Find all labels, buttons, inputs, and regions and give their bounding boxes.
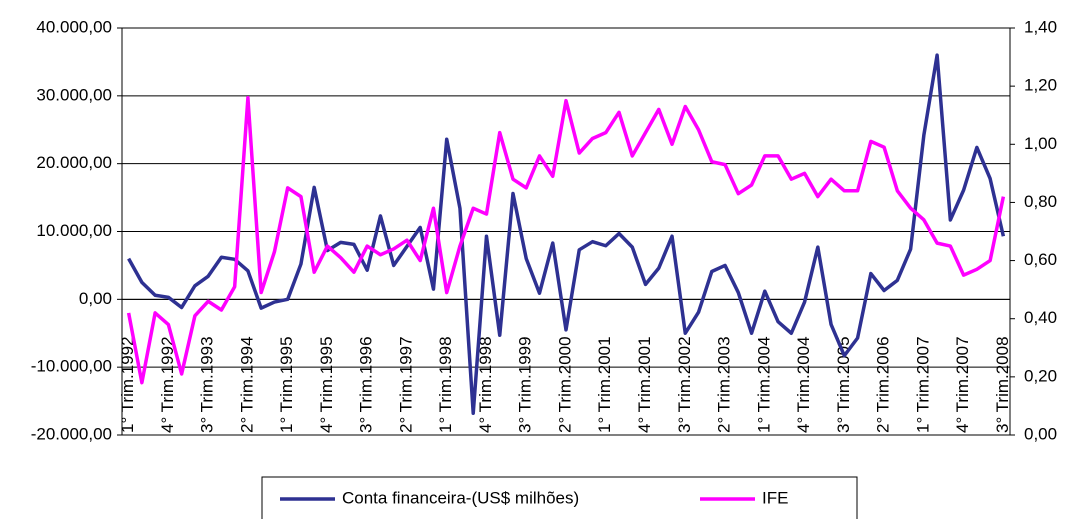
legend-label: IFE — [762, 488, 788, 507]
x-tick-label: 3° Trim.1993 — [198, 336, 217, 433]
x-tick-label: 4° Trim.2007 — [953, 336, 972, 433]
x-tick-label: 2° Trim.2006 — [874, 336, 893, 433]
x-tick-label: 4° Trim.1998 — [476, 336, 495, 433]
y-tick-label: 30.000,00 — [36, 85, 112, 104]
y2-tick-label: 1,40 — [1024, 17, 1057, 36]
y-tick-label: -20.000,00 — [31, 424, 112, 443]
y-tick-label: -10.000,00 — [31, 357, 112, 376]
x-tick-label: 1° Trim.1992 — [118, 336, 137, 433]
y-tick-label: 40.000,00 — [36, 17, 112, 36]
legend-box — [261, 476, 858, 519]
x-tick-label: 1° Trim.2001 — [595, 336, 614, 433]
line-series — [126, 96, 1006, 385]
x-tick-label: 1° Trim.1995 — [277, 336, 296, 433]
x-tick-label: 1° Trim.2004 — [754, 336, 773, 433]
x-tick-label: 1° Trim.1998 — [436, 336, 455, 433]
y-tick-label: 20.000,00 — [36, 153, 112, 172]
y2-tick-label: 1,20 — [1024, 76, 1057, 95]
x-tick-label: 1° Trim.2007 — [913, 336, 932, 433]
x-tick-label: 3° Trim.2005 — [834, 336, 853, 433]
x-tick-label: 4° Trim.2001 — [635, 336, 654, 433]
y2-tick-label: 0,80 — [1024, 192, 1057, 211]
x-tick-label: 2° Trim.1997 — [396, 336, 415, 433]
x-tick-label: 2° Trim.1994 — [237, 336, 256, 433]
y-tick-label: 10.000,00 — [36, 221, 112, 240]
line-series — [127, 53, 1006, 416]
x-tick-label: 3° Trim.1999 — [516, 336, 535, 433]
y2-tick-label: 0,60 — [1024, 250, 1057, 269]
legend: Conta financeira-(US$ milhões) IFE — [261, 476, 858, 519]
x-tick-label: 4° Trim.1992 — [158, 336, 177, 433]
x-tick-label: 2° Trim.2003 — [715, 336, 734, 433]
x-tick-label: 3° Trim.2002 — [675, 336, 694, 433]
y2-tick-label: 1,00 — [1024, 134, 1057, 153]
y2-tick-label: 0,00 — [1024, 424, 1057, 443]
y2-tick-label: 0,20 — [1024, 366, 1057, 385]
x-tick-label: 2° Trim.2000 — [555, 336, 574, 433]
y2-tick-label: 0,40 — [1024, 308, 1057, 327]
y-tick-label: 0,00 — [79, 289, 112, 308]
legend-label: Conta financeira-(US$ milhões) — [342, 488, 579, 507]
x-tick-label: 3° Trim.2008 — [993, 336, 1012, 433]
x-tick-label: 4° Trim.1995 — [317, 336, 336, 433]
x-tick-label: 4° Trim.2004 — [794, 336, 813, 433]
x-tick-label: 3° Trim.1996 — [357, 336, 376, 433]
